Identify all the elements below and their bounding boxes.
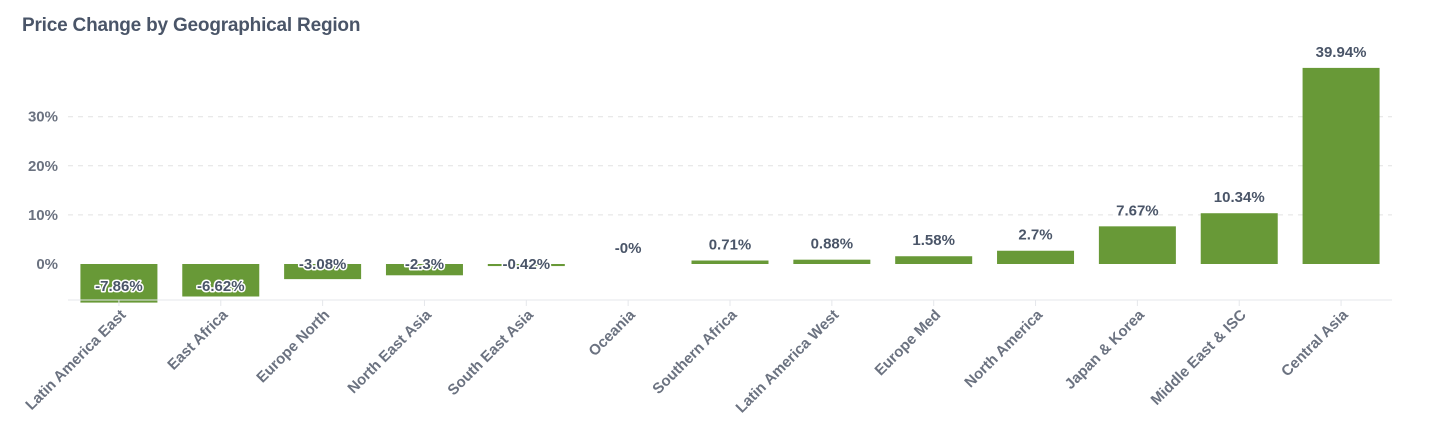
data-label: -6.62% [197,278,245,295]
bar[interactable] [80,264,158,303]
x-tick-label: Southern Africa [649,306,741,398]
bar[interactable] [997,250,1075,264]
bar[interactable] [487,264,565,267]
chart-title: Price Change by Geographical Region [22,15,361,36]
x-tick-label: Latin America West [733,307,843,417]
y-tick-label: 0% [36,256,58,273]
x-tick-label: East Africa [164,306,232,374]
data-label: 7.67% [1116,202,1159,219]
x-tick-label: Latin America East [22,307,129,414]
bar[interactable] [284,264,362,280]
y-tick-label: 20% [28,158,58,175]
bar[interactable] [1200,213,1278,264]
data-label: 10.34% [1214,189,1265,206]
bar[interactable] [793,259,871,264]
data-label: -0.42% [503,256,551,273]
x-tick-label: Japan & Korea [1062,306,1149,393]
x-tick-label: North America [961,306,1046,391]
x-tick-label: North East Asia [344,306,435,397]
bar[interactable] [385,264,463,276]
bar[interactable] [895,256,973,264]
x-tick-label: Europe North [253,307,333,387]
data-label: -2.3% [405,256,444,273]
data-label: -7.86% [95,278,143,295]
bar[interactable] [1098,226,1176,264]
x-tick-label: South East Asia [444,306,537,399]
bar[interactable] [691,260,769,264]
data-label: 2.7% [1018,227,1052,244]
data-label: 0.71% [709,237,752,254]
x-tick-label: Central Asia [1278,306,1352,380]
data-label: -0% [615,240,642,257]
x-tick-label: Middle East & ISC [1148,306,1250,408]
bar[interactable] [182,264,260,297]
data-label: -3.08% [299,256,347,273]
bar[interactable] [1302,67,1380,265]
data-label: 1.58% [912,232,955,249]
x-tick-label: Oceania [585,306,639,360]
data-label: 39.94% [1316,44,1367,61]
data-label: 0.88% [811,236,854,253]
x-tick-label: Europe Med [872,307,945,380]
y-tick-label: 30% [28,109,58,126]
y-tick-label: 10% [28,207,58,224]
